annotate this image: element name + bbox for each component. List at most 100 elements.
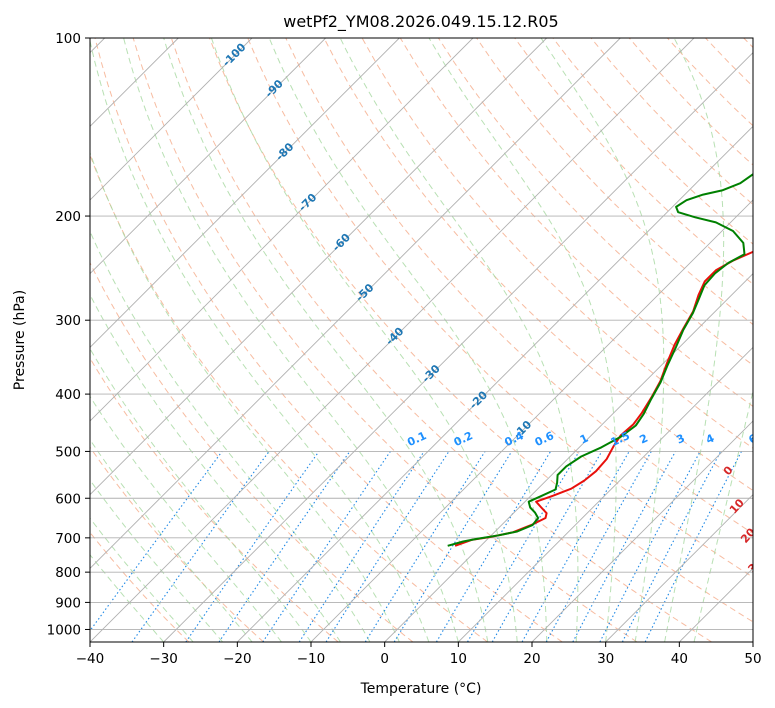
moist-adiabat-line (163, 38, 489, 642)
x-tick-label: 10 (450, 651, 467, 667)
mixing-ratio-line (364, 451, 486, 642)
isotherm-line (679, 567, 753, 642)
isotherm-label: -80 (273, 140, 296, 163)
dry-adiabat-line (323, 38, 753, 492)
y-tick-label: 400 (55, 387, 81, 403)
x-tick-label: 40 (671, 651, 688, 667)
mixing-ratio-line (435, 451, 552, 642)
dry-adiabat-line (170, 38, 712, 642)
moist-adiabat-line (268, 38, 548, 642)
mixing-ratio-label: 2 (638, 432, 650, 447)
moist-adiabat-line (90, 38, 430, 642)
mixing-ratio-line (185, 451, 320, 642)
dry-adiabat-line (476, 38, 753, 326)
mixing-ratio-label: 0.2 (452, 429, 475, 449)
dry-adiabat-line (552, 38, 753, 245)
mixing-ratio-line (218, 451, 351, 642)
chart-title: wetPf2_YM08.2026.049.15.12.R05 (283, 12, 558, 32)
dry-adiabat-line (90, 531, 190, 642)
mixing-ratio-line (393, 451, 513, 642)
sounding-series-line (454, 250, 753, 547)
mixing-ratio-line (621, 451, 722, 642)
isotherm-line (90, 38, 326, 275)
isotherm-line (384, 273, 753, 642)
dry-adiabat-line (590, 38, 753, 206)
isotherm-line (90, 38, 253, 201)
mixing-ratio-line (644, 451, 742, 642)
y-tick-label: 300 (55, 313, 81, 329)
mixing-ratio-label: 1 (578, 432, 590, 447)
mixing-ratio-line (262, 451, 391, 642)
dry-adiabat-line (90, 446, 264, 642)
moist-adiabat-line (90, 479, 223, 642)
dry-adiabat-label: 40 (761, 583, 775, 603)
mixing-ratio-line (467, 451, 580, 642)
dry-adiabat-line (437, 38, 753, 366)
isotherm-line (90, 38, 695, 642)
isotherm-line (90, 38, 621, 569)
dry-adiabat-line (743, 38, 753, 49)
moist-adiabat-line (90, 230, 371, 642)
y-tick-label: 1000 (47, 622, 81, 638)
x-tick-label: 20 (523, 651, 540, 667)
x-tick-label: 50 (744, 651, 761, 667)
x-tick-label: −10 (297, 651, 326, 667)
y-tick-label: 800 (55, 565, 81, 581)
isotherm-line (237, 125, 753, 642)
dry-adiabat-line (705, 38, 753, 88)
mixing-ratio-label: 4 (704, 431, 717, 446)
y-tick-label: 100 (55, 31, 81, 47)
mixing-ratio-line (545, 451, 652, 642)
dry-adiabat-line (90, 357, 339, 642)
mixing-ratio-label: 6 (747, 431, 760, 446)
isotherm-line (531, 420, 753, 642)
plot-frame (89, 37, 754, 643)
dry-adiabat-label: 20 (738, 525, 758, 545)
dry-adiabat-label: 10 (727, 496, 747, 516)
dry-adiabat-line (209, 38, 753, 623)
dry-adiabat-line (90, 261, 414, 642)
y-tick-label: 200 (55, 209, 81, 225)
sounding-series-line (447, 173, 753, 547)
isotherm-line (752, 641, 753, 642)
moist-adiabat-line (210, 38, 518, 642)
x-tick-label: −40 (76, 651, 105, 667)
mixing-ratio-line (298, 451, 425, 642)
isotherm-label: -50 (353, 281, 376, 304)
isotherm-label: -100 (220, 40, 249, 69)
dry-adiabat-line (90, 153, 488, 642)
moist-adiabat-line (90, 347, 312, 642)
x-axis-label: Temperature (°C) (360, 681, 482, 697)
isotherm-line (90, 38, 474, 422)
dry-adiabat-line (247, 38, 753, 578)
isotherm-label: -70 (296, 191, 319, 214)
y-tick-label: 700 (55, 531, 81, 547)
isotherm-line (90, 38, 400, 348)
moist-adiabat-line (90, 438, 253, 642)
y-axis-label: Pressure (hPa) (12, 290, 28, 390)
series-lines (447, 173, 753, 547)
isotherm-label: -60 (330, 231, 353, 254)
y-tick-label: 900 (55, 595, 81, 611)
x-tick-label: −20 (223, 651, 252, 667)
moist-adiabat-line (123, 38, 459, 642)
moist-adiabat-line (664, 38, 725, 642)
y-tick-label: 600 (55, 491, 81, 507)
moist-adiabat-line (90, 395, 282, 642)
mixing-ratio-line (572, 451, 676, 642)
moist-adiabat-line (90, 517, 194, 642)
isotherm-line (458, 346, 753, 642)
moist-adiabat-line (428, 38, 617, 642)
moist-adiabat-line (540, 38, 665, 642)
x-tick-label: −30 (149, 651, 178, 667)
dry-adiabat-line (132, 38, 638, 642)
mixing-ratio-label: 0.1 (405, 429, 428, 449)
isotherm-line (163, 52, 753, 642)
mixing-ratio-line (599, 451, 701, 642)
dry-adiabat-line (514, 38, 753, 285)
grid-lines (90, 38, 753, 642)
moist-adiabat-line (90, 151, 400, 642)
x-ticks: −40 −30 −20 −10 0 10 20 30 40 50 (76, 642, 762, 667)
